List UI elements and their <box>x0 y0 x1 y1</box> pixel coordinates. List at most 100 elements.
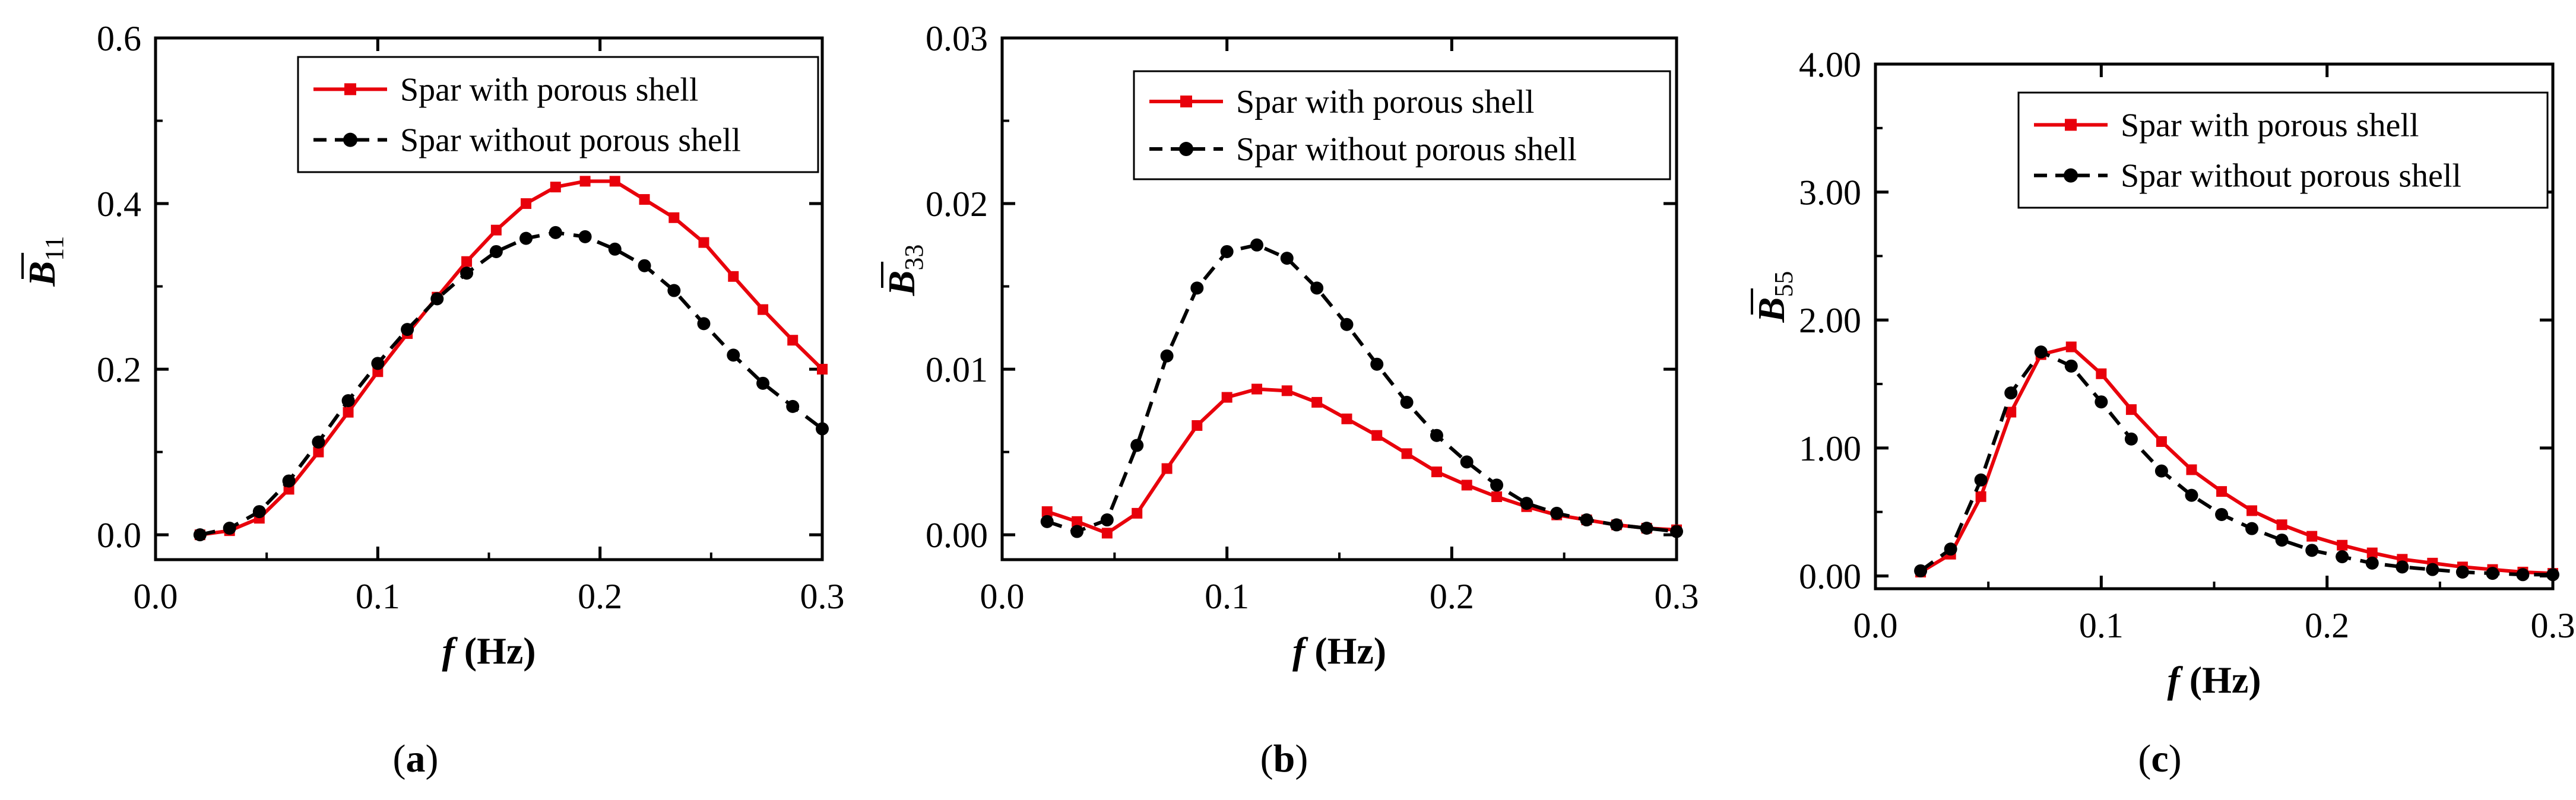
data-point <box>1431 466 1442 478</box>
data-point <box>489 245 503 258</box>
data-point <box>638 259 651 272</box>
data-point <box>2396 560 2409 574</box>
data-point <box>1670 525 1683 538</box>
data-point <box>609 176 620 187</box>
data-point <box>1070 525 1084 538</box>
y-tick-label: 0.00 <box>926 516 988 555</box>
data-point <box>816 422 829 436</box>
data-point <box>698 237 709 248</box>
data-point <box>2185 488 2198 502</box>
series-line <box>1919 350 2553 577</box>
y-axis-subscript: 55 <box>1769 271 1798 297</box>
y-tick-label: 4.00 <box>1799 45 1861 84</box>
data-point <box>667 284 681 297</box>
x-tick-label: 0.0 <box>980 577 1025 616</box>
data-point <box>2154 464 2168 478</box>
data-point <box>1220 245 1234 258</box>
y-axis-title: B11 <box>21 236 69 287</box>
data-point <box>787 335 799 346</box>
x-axis-title: f (Hz) <box>1292 630 1386 672</box>
legend-box <box>2017 91 2549 209</box>
series-line <box>1919 345 2553 576</box>
legend-label: Spar without porous shell <box>400 122 741 159</box>
data-point <box>343 407 354 418</box>
data-point <box>1974 473 1988 487</box>
data-point <box>430 292 444 306</box>
data-point <box>1520 497 1533 510</box>
caption-letter: a <box>406 737 426 780</box>
caption-letter: b <box>1273 737 1295 780</box>
data-point <box>2124 432 2138 446</box>
data-point <box>1461 480 1472 491</box>
data-point <box>2064 359 2078 373</box>
legend-box <box>297 56 819 173</box>
y-tick-label: 0.01 <box>926 350 988 389</box>
x-axis-unit: (Hz) <box>2180 659 2261 701</box>
data-point <box>490 224 502 236</box>
data-point <box>1975 491 1986 502</box>
data-point <box>1491 491 1503 502</box>
data-point <box>1130 439 1144 452</box>
legend-label: Spar without porous shell <box>1236 131 1577 168</box>
chart-panel-c: 0.0 0.1 0.2 0.3 0.00 1.00 2.00 3.00 4.00 f (Hz) B5… <box>1750 45 2575 780</box>
series-line <box>1046 243 1677 534</box>
legend-marker <box>1180 95 1192 107</box>
y-tick-label: 0.00 <box>1799 557 1861 596</box>
data-point <box>608 242 622 256</box>
data-point <box>2004 386 2018 400</box>
x-tick-label: 0.2 <box>578 577 622 616</box>
x-tick-label: 0.1 <box>2079 606 2124 645</box>
data-point <box>2245 522 2259 535</box>
data-point <box>223 521 236 535</box>
series-line <box>199 179 824 537</box>
series-with-porous-shell <box>1915 341 2558 579</box>
data-point <box>2215 507 2229 521</box>
y-axis-subscript: 11 <box>40 236 69 261</box>
data-point <box>371 357 385 370</box>
x-tick-label: 0.0 <box>1853 606 1898 645</box>
data-point <box>1072 516 1083 527</box>
data-point <box>1192 420 1203 431</box>
x-tick-label: 0.3 <box>1655 577 1699 616</box>
panel-caption: (c) <box>2138 737 2181 780</box>
x-tick-label: 0.3 <box>800 577 845 616</box>
data-point <box>727 348 740 362</box>
caption-open: ( <box>1260 737 1273 780</box>
data-point <box>2455 565 2469 579</box>
data-point <box>2365 556 2379 570</box>
data-point <box>1040 515 1054 528</box>
legend: Spar with porous shell Spar without porou… <box>2017 91 2549 209</box>
data-point <box>1914 564 1928 577</box>
legend-label: Spar with porous shell <box>2121 107 2419 144</box>
y-tick-label: 0.4 <box>97 185 141 224</box>
data-point <box>519 231 533 245</box>
data-point <box>2186 464 2197 475</box>
data-point <box>1580 513 1593 527</box>
data-point <box>2247 505 2258 516</box>
x-tick-label: 0.3 <box>2531 606 2575 645</box>
x-axis-unit: (Hz) <box>455 630 536 672</box>
data-point <box>1190 281 1204 295</box>
data-point <box>1041 506 1053 518</box>
chart-panel-b: 0.0 0.1 0.2 0.3 0.00 0.01 0.02 0.03 f (Hz) B33 Spa… <box>880 19 1699 780</box>
data-point <box>282 474 296 488</box>
data-point <box>758 304 769 315</box>
data-point <box>2034 345 2048 359</box>
legend-marker <box>2064 168 2078 183</box>
data-point <box>1132 507 1143 519</box>
y-tick-label: 0.2 <box>97 350 141 389</box>
x-tick-label: 0.2 <box>1430 577 1474 616</box>
data-point <box>786 399 800 413</box>
data-point <box>2095 395 2108 409</box>
x-axis-title: f (Hz) <box>442 630 536 672</box>
data-point <box>2306 531 2318 542</box>
data-point <box>2516 568 2530 582</box>
data-point <box>1371 430 1383 441</box>
y-tick-label: 0.03 <box>926 19 988 58</box>
data-point <box>2125 404 2137 415</box>
data-point <box>578 230 592 243</box>
legend: Spar with porous shell Spar without porou… <box>297 56 819 173</box>
data-point <box>579 176 591 187</box>
legend-label: Spar with porous shell <box>400 71 698 108</box>
